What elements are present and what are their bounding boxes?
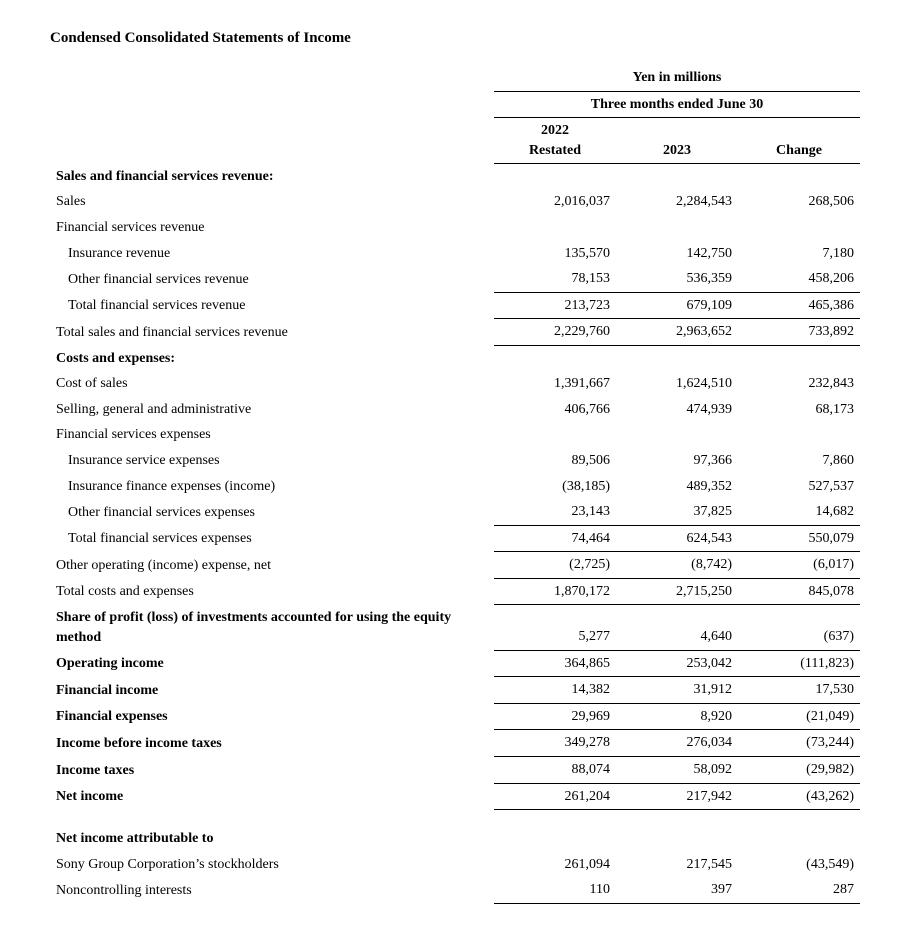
col-change: Change: [738, 118, 860, 164]
noncontrolling-row: Noncontrolling interests 110 397 287: [50, 877, 860, 903]
page-title: Condensed Consolidated Statements of Inc…: [50, 30, 860, 47]
income-statement-table: Yen in millions Three months ended June …: [50, 65, 860, 904]
income-before-taxes-row: Income before income taxes 349,278 276,0…: [50, 730, 860, 757]
attributable-header-row: Net income attributable to: [50, 826, 860, 852]
cost-of-sales-row: Cost of sales 1,391,667 1,624,510 232,84…: [50, 371, 860, 397]
sga-row: Selling, general and administrative 406,…: [50, 397, 860, 423]
col-2023: 2023: [616, 118, 738, 164]
other-op-row: Other operating (income) expense, net (2…: [50, 552, 860, 579]
fsr-header-row: Financial services revenue: [50, 215, 860, 241]
other-fsr-row: Other financial services revenue 78,153 …: [50, 266, 860, 292]
period-label: Three months ended June 30: [494, 91, 860, 118]
costs-header-row: Costs and expenses:: [50, 346, 860, 372]
spacer-row: [50, 810, 860, 827]
operating-income-row: Operating income 364,865 253,042 (111,82…: [50, 650, 860, 677]
sales-row: Sales 2,016,037 2,284,543 268,506: [50, 189, 860, 215]
header-cols-row: 2022Restated 2023 Change: [50, 118, 860, 164]
financial-income-row: Financial income 14,382 31,912 17,530: [50, 677, 860, 704]
col-2022: 2022Restated: [494, 118, 616, 164]
fse-header-row: Financial services expenses: [50, 422, 860, 448]
net-income-row: Net income 261,204 217,942 (43,262): [50, 783, 860, 810]
insurance-revenue-row: Insurance revenue 135,570 142,750 7,180: [50, 241, 860, 267]
other-fse-row: Other financial services expenses 23,143…: [50, 499, 860, 525]
total-fsr-row: Total financial services revenue 213,723…: [50, 292, 860, 319]
ins-fin-exp-row: Insurance finance expenses (income) (38,…: [50, 474, 860, 500]
ins-svc-exp-row: Insurance service expenses 89,506 97,366…: [50, 448, 860, 474]
equity-method-row: Share of profit (loss) of investments ac…: [50, 605, 860, 650]
financial-expenses-row: Financial expenses 29,969 8,920 (21,049): [50, 703, 860, 730]
revenue-header: Sales and financial services revenue:: [50, 164, 494, 190]
income-taxes-row: Income taxes 88,074 58,092 (29,982): [50, 757, 860, 784]
total-revenue-row: Total sales and financial services reven…: [50, 319, 860, 346]
header-unit-row: Yen in millions: [50, 65, 860, 91]
unit-label: Yen in millions: [494, 65, 860, 91]
revenue-header-row: Sales and financial services revenue:: [50, 164, 860, 190]
total-costs-row: Total costs and expenses 1,870,172 2,715…: [50, 578, 860, 605]
header-period-row: Three months ended June 30: [50, 91, 860, 118]
sgc-stockholders-row: Sony Group Corporation’s stockholders 26…: [50, 852, 860, 878]
total-fse-row: Total financial services expenses 74,464…: [50, 525, 860, 552]
